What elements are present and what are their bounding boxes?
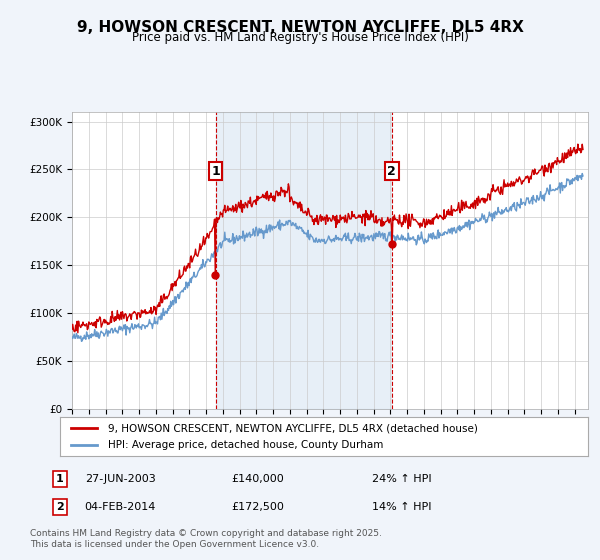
Text: 04-FEB-2014: 04-FEB-2014 bbox=[85, 502, 155, 512]
Text: £140,000: £140,000 bbox=[232, 474, 284, 484]
Text: 27-JUN-2003: 27-JUN-2003 bbox=[85, 474, 155, 484]
Text: 14% ↑ HPI: 14% ↑ HPI bbox=[372, 502, 432, 512]
Text: £172,500: £172,500 bbox=[232, 502, 284, 512]
Text: HPI: Average price, detached house, County Durham: HPI: Average price, detached house, Coun… bbox=[107, 440, 383, 450]
Text: Contains HM Land Registry data © Crown copyright and database right 2025.
This d: Contains HM Land Registry data © Crown c… bbox=[30, 529, 382, 549]
Text: 2: 2 bbox=[56, 502, 64, 512]
Text: 1: 1 bbox=[56, 474, 64, 484]
Text: Price paid vs. HM Land Registry's House Price Index (HPI): Price paid vs. HM Land Registry's House … bbox=[131, 31, 469, 44]
Text: 1: 1 bbox=[211, 165, 220, 178]
Text: 24% ↑ HPI: 24% ↑ HPI bbox=[372, 474, 432, 484]
Text: 9, HOWSON CRESCENT, NEWTON AYCLIFFE, DL5 4RX (detached house): 9, HOWSON CRESCENT, NEWTON AYCLIFFE, DL5… bbox=[107, 423, 478, 433]
Text: 9, HOWSON CRESCENT, NEWTON AYCLIFFE, DL5 4RX: 9, HOWSON CRESCENT, NEWTON AYCLIFFE, DL5… bbox=[77, 20, 523, 35]
Text: 2: 2 bbox=[388, 165, 396, 178]
